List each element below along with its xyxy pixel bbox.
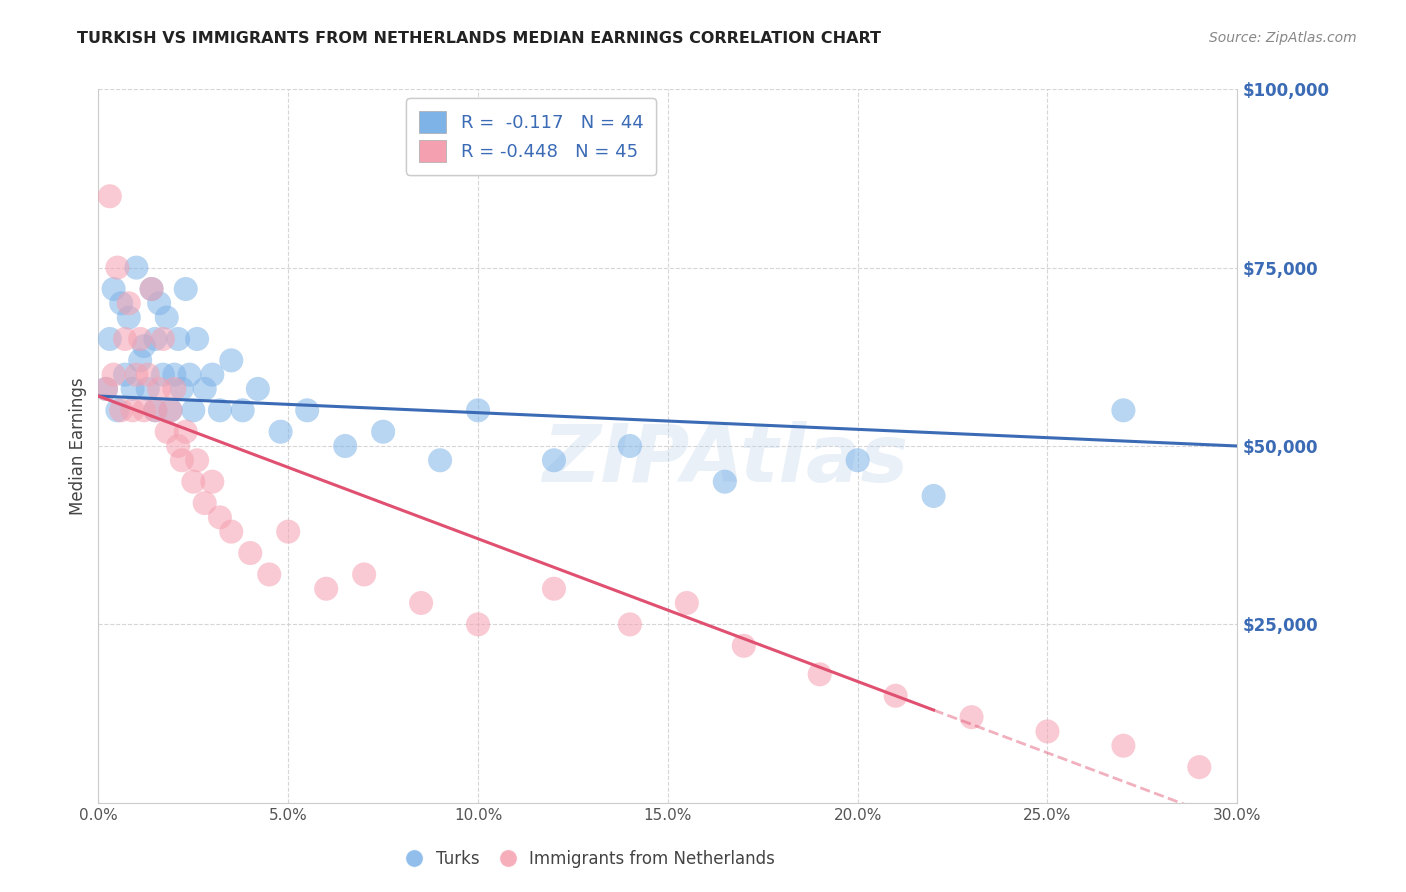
Point bbox=[232, 403, 254, 417]
Point bbox=[159, 403, 181, 417]
Point bbox=[239, 546, 262, 560]
Point bbox=[1188, 760, 1211, 774]
Point bbox=[136, 382, 159, 396]
Point bbox=[221, 524, 243, 539]
Point bbox=[141, 282, 163, 296]
Point bbox=[335, 439, 357, 453]
Point bbox=[132, 339, 155, 353]
Point bbox=[186, 332, 208, 346]
Point bbox=[619, 617, 641, 632]
Point bbox=[183, 403, 205, 417]
Point bbox=[201, 475, 224, 489]
Point bbox=[846, 453, 869, 467]
Point bbox=[94, 382, 117, 396]
Point bbox=[174, 282, 197, 296]
Point bbox=[107, 260, 129, 275]
Point bbox=[808, 667, 831, 681]
Text: TURKISH VS IMMIGRANTS FROM NETHERLANDS MEDIAN EARNINGS CORRELATION CHART: TURKISH VS IMMIGRANTS FROM NETHERLANDS M… bbox=[77, 31, 882, 46]
Point bbox=[148, 382, 170, 396]
Point bbox=[246, 382, 269, 396]
Y-axis label: Median Earnings: Median Earnings bbox=[69, 377, 87, 515]
Point bbox=[922, 489, 945, 503]
Point bbox=[259, 567, 281, 582]
Point bbox=[98, 189, 121, 203]
Point bbox=[411, 596, 433, 610]
Point bbox=[148, 296, 170, 310]
Point bbox=[163, 382, 186, 396]
Point bbox=[884, 689, 907, 703]
Point bbox=[429, 453, 451, 467]
Point bbox=[152, 368, 174, 382]
Point bbox=[543, 453, 565, 467]
Point bbox=[1112, 739, 1135, 753]
Point bbox=[145, 403, 167, 417]
Point bbox=[156, 310, 179, 325]
Point bbox=[315, 582, 337, 596]
Point bbox=[163, 368, 186, 382]
Point bbox=[141, 282, 163, 296]
Point bbox=[103, 282, 125, 296]
Point bbox=[733, 639, 755, 653]
Text: ZIPAtlas: ZIPAtlas bbox=[541, 421, 908, 500]
Point bbox=[136, 368, 159, 382]
Point bbox=[170, 453, 193, 467]
Point bbox=[543, 582, 565, 596]
Point bbox=[208, 403, 231, 417]
Point bbox=[132, 403, 155, 417]
Point bbox=[353, 567, 375, 582]
Point bbox=[114, 332, 136, 346]
Point bbox=[94, 382, 117, 396]
Point bbox=[277, 524, 299, 539]
Point bbox=[129, 353, 152, 368]
Point bbox=[371, 425, 394, 439]
Point bbox=[221, 353, 243, 368]
Point bbox=[107, 403, 129, 417]
Point bbox=[156, 425, 179, 439]
Point bbox=[125, 368, 148, 382]
Point bbox=[121, 403, 143, 417]
Point bbox=[714, 475, 737, 489]
Point bbox=[179, 368, 201, 382]
Point bbox=[186, 453, 208, 467]
Point bbox=[183, 475, 205, 489]
Point bbox=[194, 496, 217, 510]
Point bbox=[297, 403, 319, 417]
Point bbox=[270, 425, 292, 439]
Legend: Turks, Immigrants from Netherlands: Turks, Immigrants from Netherlands bbox=[399, 844, 782, 875]
Point bbox=[174, 425, 197, 439]
Point bbox=[110, 296, 132, 310]
Point bbox=[129, 332, 152, 346]
Point bbox=[170, 382, 193, 396]
Point bbox=[1036, 724, 1059, 739]
Point bbox=[167, 332, 190, 346]
Point bbox=[467, 403, 489, 417]
Point bbox=[114, 368, 136, 382]
Point bbox=[676, 596, 699, 610]
Point bbox=[125, 260, 148, 275]
Point bbox=[103, 368, 125, 382]
Point bbox=[152, 332, 174, 346]
Legend: R =  -0.117   N = 44, R = -0.448   N = 45: R = -0.117 N = 44, R = -0.448 N = 45 bbox=[406, 98, 657, 175]
Point bbox=[145, 332, 167, 346]
Point bbox=[1112, 403, 1135, 417]
Point bbox=[98, 332, 121, 346]
Point bbox=[118, 310, 141, 325]
Point bbox=[110, 403, 132, 417]
Point bbox=[121, 382, 143, 396]
Point bbox=[201, 368, 224, 382]
Point bbox=[194, 382, 217, 396]
Point bbox=[208, 510, 231, 524]
Point bbox=[167, 439, 190, 453]
Point bbox=[619, 439, 641, 453]
Point bbox=[118, 296, 141, 310]
Point bbox=[960, 710, 983, 724]
Point bbox=[467, 617, 489, 632]
Text: Source: ZipAtlas.com: Source: ZipAtlas.com bbox=[1209, 31, 1357, 45]
Point bbox=[159, 403, 181, 417]
Point bbox=[145, 403, 167, 417]
